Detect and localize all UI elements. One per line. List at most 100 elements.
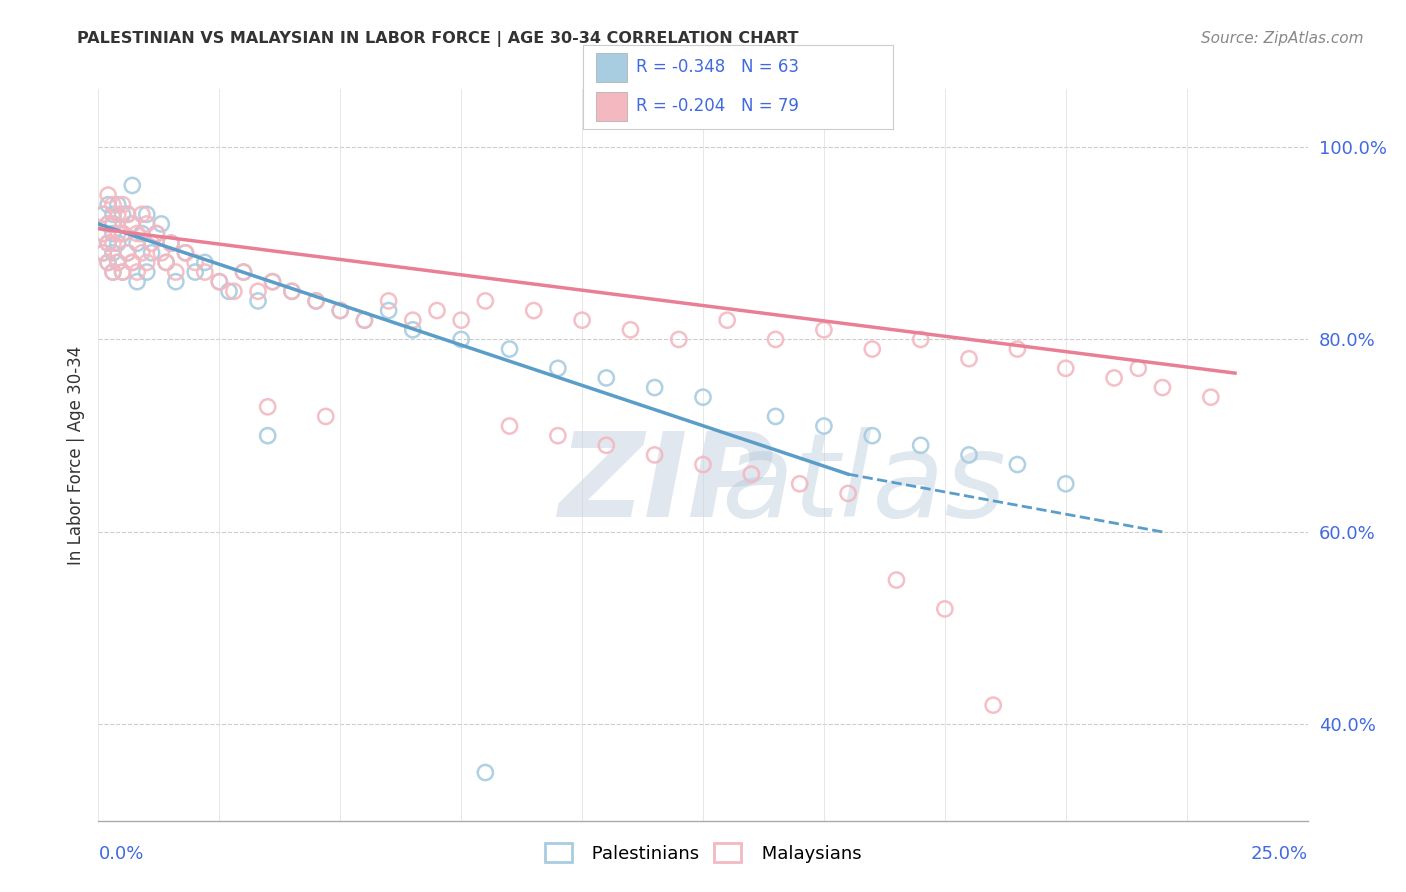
Bar bbox=[596, 92, 627, 120]
Point bbox=[101, 265, 124, 279]
Point bbox=[141, 236, 163, 251]
Point bbox=[474, 293, 496, 308]
Point bbox=[127, 236, 149, 251]
Point bbox=[450, 313, 472, 327]
Point bbox=[262, 275, 284, 289]
Point bbox=[329, 303, 352, 318]
Point bbox=[107, 207, 129, 221]
Point bbox=[101, 236, 124, 251]
Point bbox=[107, 255, 129, 269]
Point bbox=[886, 573, 908, 587]
Point bbox=[107, 236, 129, 251]
Text: atlas: atlas bbox=[721, 427, 1007, 541]
Legend:  Palestinians,  Malaysians: Palestinians, Malaysians bbox=[546, 844, 860, 863]
Point bbox=[121, 217, 143, 231]
Point bbox=[353, 313, 375, 327]
Point bbox=[117, 245, 139, 260]
Point bbox=[402, 313, 425, 327]
Point bbox=[1152, 380, 1174, 394]
Point bbox=[692, 390, 714, 404]
Point bbox=[740, 467, 762, 482]
Point bbox=[668, 333, 690, 347]
Point bbox=[957, 448, 980, 462]
Point bbox=[107, 197, 129, 211]
Point bbox=[595, 438, 617, 452]
Point bbox=[450, 333, 472, 347]
Point bbox=[1199, 390, 1222, 404]
Point bbox=[91, 227, 114, 241]
Point bbox=[135, 255, 157, 269]
Point bbox=[145, 227, 167, 241]
Point bbox=[232, 265, 254, 279]
Point bbox=[121, 178, 143, 193]
Point bbox=[97, 236, 120, 251]
Point bbox=[498, 419, 520, 434]
Point bbox=[813, 323, 835, 337]
Point bbox=[184, 255, 207, 269]
Text: R = -0.348   N = 63: R = -0.348 N = 63 bbox=[636, 59, 799, 77]
Point bbox=[131, 245, 153, 260]
Point bbox=[194, 265, 217, 279]
Point bbox=[498, 342, 520, 356]
Point bbox=[353, 313, 375, 327]
Point bbox=[101, 217, 124, 231]
Point bbox=[571, 313, 593, 327]
Point bbox=[281, 285, 304, 299]
Point bbox=[155, 255, 177, 269]
Point bbox=[97, 217, 120, 231]
Point bbox=[150, 217, 173, 231]
Point bbox=[1128, 361, 1150, 376]
Point bbox=[194, 255, 217, 269]
Point bbox=[111, 207, 134, 221]
Point bbox=[127, 275, 149, 289]
Point bbox=[111, 227, 134, 241]
Point bbox=[789, 476, 811, 491]
Point bbox=[305, 293, 328, 308]
Point bbox=[860, 428, 883, 442]
Point bbox=[131, 227, 153, 241]
Point bbox=[232, 265, 254, 279]
Point bbox=[315, 409, 337, 424]
Point bbox=[121, 217, 143, 231]
Point bbox=[222, 285, 245, 299]
Point bbox=[97, 197, 120, 211]
Point bbox=[174, 245, 197, 260]
Point bbox=[111, 227, 134, 241]
Point bbox=[523, 303, 546, 318]
Point bbox=[1007, 458, 1029, 472]
Point bbox=[135, 207, 157, 221]
Point bbox=[692, 458, 714, 472]
Point bbox=[208, 275, 231, 289]
Point bbox=[165, 265, 187, 279]
Point bbox=[121, 255, 143, 269]
Point bbox=[619, 323, 641, 337]
Point bbox=[91, 227, 114, 241]
Point bbox=[837, 486, 859, 500]
Point bbox=[644, 448, 666, 462]
Point bbox=[121, 255, 143, 269]
Point bbox=[644, 380, 666, 394]
Point bbox=[1054, 361, 1077, 376]
Point bbox=[165, 275, 187, 289]
Point bbox=[101, 265, 124, 279]
Point bbox=[1054, 476, 1077, 491]
Point bbox=[377, 293, 399, 308]
Point bbox=[377, 303, 399, 318]
Point bbox=[155, 255, 177, 269]
Point bbox=[131, 207, 153, 221]
Point bbox=[595, 371, 617, 385]
Point bbox=[174, 245, 197, 260]
Point bbox=[765, 409, 787, 424]
Point bbox=[117, 207, 139, 221]
Point bbox=[1102, 371, 1125, 385]
Point bbox=[97, 255, 120, 269]
Point bbox=[218, 285, 240, 299]
Point bbox=[111, 265, 134, 279]
Point bbox=[91, 207, 114, 221]
Point bbox=[813, 419, 835, 434]
Point bbox=[329, 303, 352, 318]
Point bbox=[765, 333, 787, 347]
Point bbox=[97, 236, 120, 251]
Y-axis label: In Labor Force | Age 30-34: In Labor Force | Age 30-34 bbox=[66, 345, 84, 565]
Point bbox=[208, 275, 231, 289]
